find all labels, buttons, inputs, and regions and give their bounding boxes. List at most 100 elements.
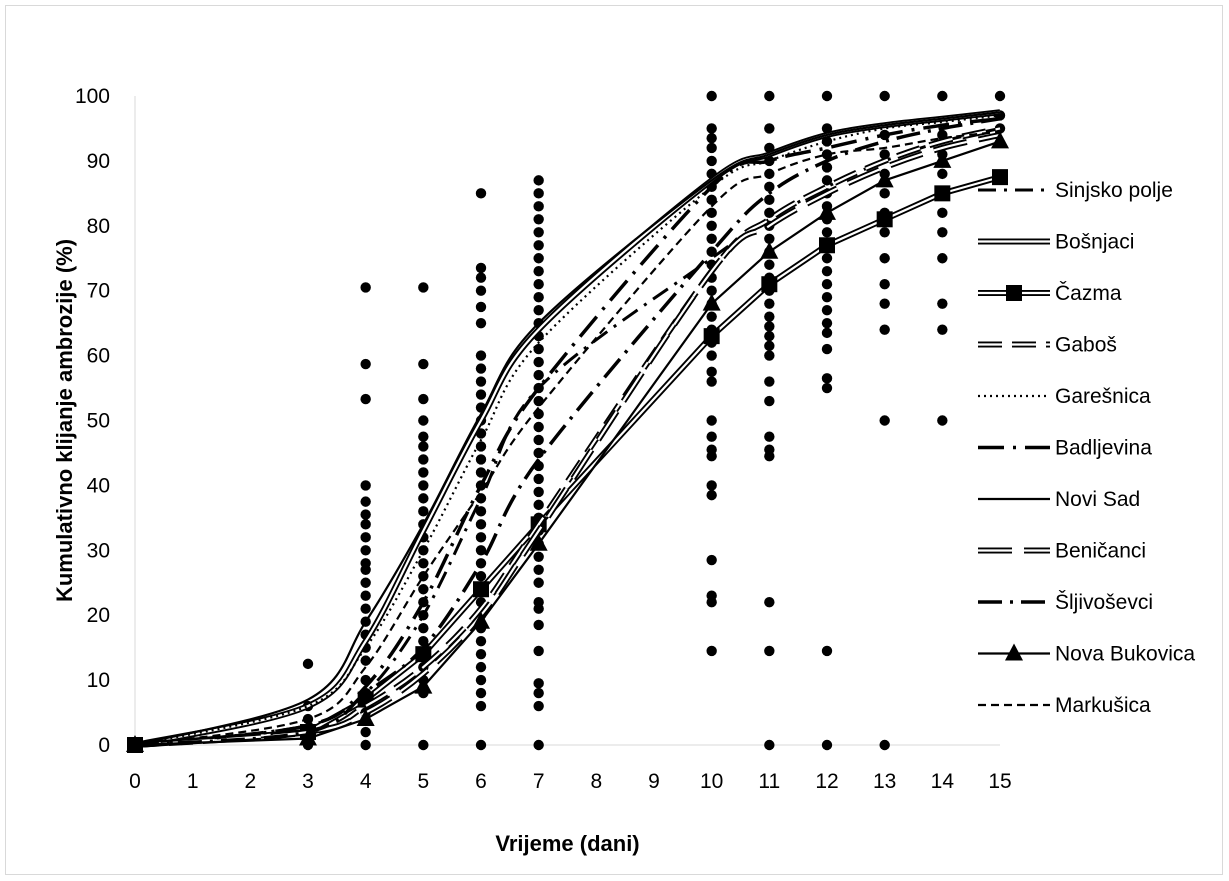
data-point — [821, 304, 833, 316]
data-point — [360, 590, 371, 601]
data-point — [360, 655, 371, 666]
data-point — [764, 298, 775, 309]
legend-label-novi-sad: Novi Sad — [1055, 488, 1140, 511]
data-point — [533, 687, 544, 699]
data-point — [706, 415, 717, 426]
y-tick-label: 20 — [87, 604, 110, 627]
data-point — [764, 350, 775, 361]
series-line-nova-bukovica — [134, 140, 1001, 747]
data-point — [533, 447, 544, 459]
data-point — [706, 590, 717, 601]
legend: Sinjsko polje Bošnjaci Čazma Gaboš Garešnica… — [978, 179, 1195, 717]
data-point — [360, 558, 371, 569]
legend-label-badljevina: Badljevina — [1055, 437, 1152, 460]
data-point — [706, 480, 717, 491]
legend-marker-nova-bukovica — [1005, 643, 1023, 661]
legend-label-marku-ica: Markušica — [1055, 694, 1151, 717]
data-point — [821, 279, 833, 290]
data-point — [533, 240, 544, 251]
data-point — [533, 279, 544, 290]
data-point — [821, 645, 833, 657]
data-point — [360, 726, 371, 738]
data-point — [764, 739, 775, 751]
series-marker--azma — [992, 169, 1008, 186]
data-point — [475, 571, 487, 582]
data-point — [706, 444, 717, 455]
data-point — [937, 207, 948, 219]
data-point — [821, 149, 833, 160]
series-line-badljevina — [134, 116, 1001, 747]
data-point — [475, 467, 487, 478]
series-line-sinjsko-polje — [134, 126, 1001, 747]
series-line-marku-ica — [134, 130, 1001, 747]
data-point — [821, 382, 833, 394]
data-point — [533, 253, 544, 264]
y-tick-label: 40 — [87, 474, 110, 497]
data-point — [475, 454, 487, 465]
data-point — [418, 358, 429, 370]
data-point — [764, 311, 775, 322]
y-tick-label: 70 — [87, 280, 110, 303]
series-marker-nova-bukovica — [991, 131, 1009, 149]
data-point — [533, 597, 544, 608]
data-point — [706, 220, 717, 231]
data-point — [475, 635, 487, 647]
series-line-bo-njaci — [134, 109, 1001, 748]
data-point — [475, 519, 487, 530]
series-line-beni-anci-inner — [134, 133, 1001, 747]
data-point — [475, 674, 487, 686]
data-point — [360, 282, 371, 293]
legend-label--azma: Čazma — [1055, 282, 1122, 305]
data-point — [360, 545, 371, 556]
legend-label-nova-bukovica: Nova Bukovica — [1055, 643, 1195, 666]
series-marker-nova-bukovica — [875, 170, 894, 188]
series-line-gabo- — [134, 125, 1001, 748]
data-point — [360, 496, 371, 507]
data-point — [360, 480, 371, 491]
data-point — [533, 227, 544, 238]
data-point — [937, 253, 948, 264]
data-point — [475, 532, 487, 543]
observation-points — [129, 90, 1006, 751]
data-point — [821, 90, 833, 102]
data-point — [764, 340, 775, 352]
data-point — [475, 687, 487, 699]
data-point — [821, 739, 833, 751]
data-point — [879, 227, 890, 238]
y-tick-label: 90 — [87, 150, 110, 173]
data-point — [533, 343, 544, 355]
data-point — [879, 188, 890, 199]
data-point — [533, 201, 544, 212]
y-tick-label: 0 — [98, 734, 110, 757]
data-point — [360, 358, 371, 370]
data-point — [821, 291, 833, 303]
x-tick-label: 4 — [360, 770, 372, 793]
data-point — [706, 155, 717, 167]
data-point — [360, 603, 371, 614]
series-line--azma-inner — [134, 176, 1001, 747]
data-point — [764, 645, 775, 657]
data-point — [706, 645, 717, 657]
series-marker-nova-bukovica — [760, 241, 779, 259]
data-point — [475, 301, 487, 313]
data-point — [475, 188, 487, 199]
data-point — [937, 415, 948, 426]
y-tick-label: 60 — [87, 345, 110, 368]
series-lines — [126, 109, 1009, 753]
data-point — [821, 317, 833, 329]
data-point — [475, 389, 487, 400]
x-tick-label: 1 — [187, 770, 199, 793]
data-point — [821, 123, 833, 134]
legend-label--ljivo-evci: Šljivoševci — [1055, 591, 1153, 614]
y-axis-title: Kumulativno klijanje ambrozije (%) — [52, 239, 77, 602]
series-line-novi-sad — [134, 111, 1001, 747]
legend-label-bo-njaci: Bošnjaci — [1055, 231, 1134, 254]
series-marker-nova-bukovica — [414, 676, 433, 694]
data-point — [937, 168, 948, 180]
data-point — [706, 233, 717, 244]
data-point — [533, 473, 544, 485]
data-point — [879, 415, 890, 426]
data-point — [706, 90, 717, 102]
data-point — [533, 739, 544, 751]
